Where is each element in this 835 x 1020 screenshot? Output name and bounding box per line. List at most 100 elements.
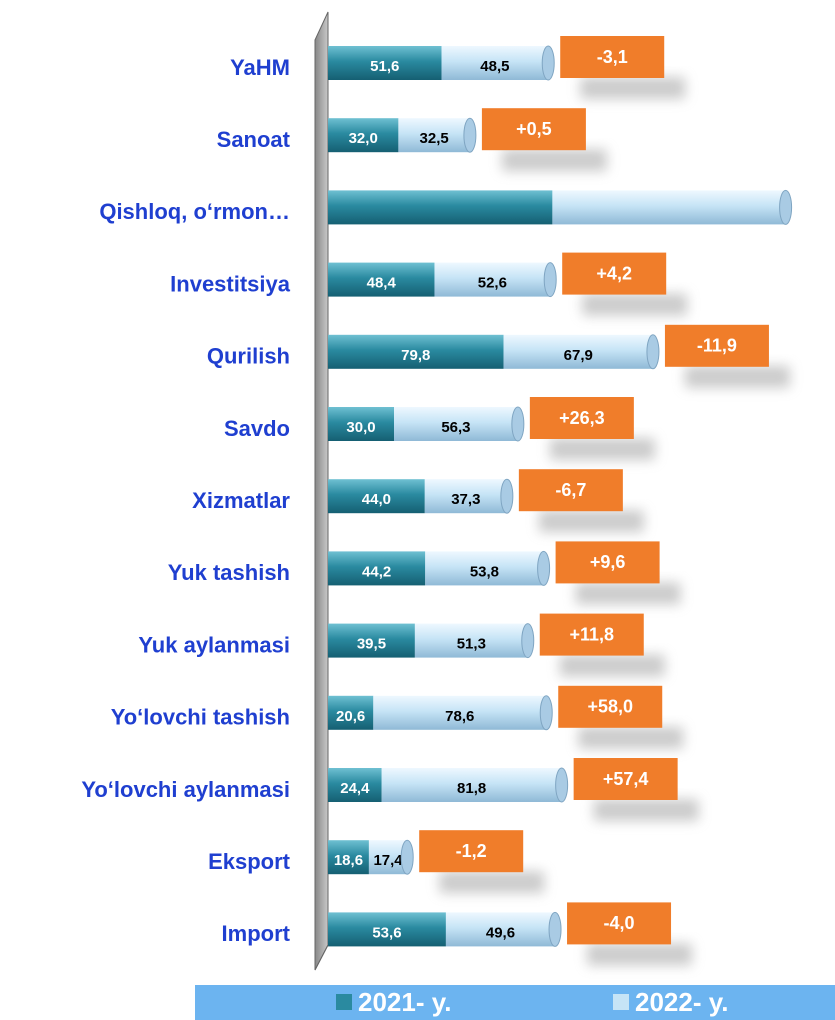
change-box bbox=[539, 613, 644, 656]
bar-segment bbox=[398, 118, 470, 153]
bar-value-label: 78,6 bbox=[445, 708, 474, 725]
change-box bbox=[481, 108, 586, 151]
category-label: Yuk tashish bbox=[168, 560, 290, 585]
category-label: Eksport bbox=[208, 849, 291, 874]
bar-cap bbox=[548, 911, 562, 947]
bar-value-label: 44,2 bbox=[362, 563, 391, 580]
bar-value-label: 44,0 bbox=[362, 491, 391, 508]
bar-value-label: 49,6 bbox=[486, 924, 515, 941]
bar-segment bbox=[328, 840, 369, 875]
change-shadow bbox=[593, 799, 699, 821]
change-shadow bbox=[578, 726, 684, 749]
bar-segment bbox=[441, 46, 549, 80]
bar-value-label: 81,8 bbox=[457, 780, 486, 797]
bar-value-label: 30,0 bbox=[346, 419, 375, 436]
bar-cap bbox=[500, 478, 514, 514]
change-box bbox=[558, 685, 663, 728]
change-box bbox=[419, 830, 524, 873]
change-box bbox=[664, 324, 769, 367]
bar-segment bbox=[503, 334, 653, 369]
change-label: +57,4 bbox=[603, 769, 649, 789]
change-shadow bbox=[582, 293, 688, 316]
legend-swatch bbox=[336, 994, 352, 1010]
bar-value-label: 56,3 bbox=[441, 419, 470, 436]
change-shadow bbox=[538, 510, 644, 533]
bar-segment bbox=[434, 262, 551, 297]
change-shadow bbox=[439, 871, 545, 894]
bar-value-label: 51,3 bbox=[457, 636, 486, 653]
change-box bbox=[573, 758, 678, 800]
bar-segment bbox=[328, 695, 374, 730]
bar-value-label: 53,8 bbox=[470, 563, 499, 580]
bar-segment bbox=[328, 551, 426, 586]
bar-segment bbox=[414, 623, 528, 658]
change-label: +26,3 bbox=[559, 408, 605, 428]
legend bbox=[195, 985, 835, 1020]
bar-cap bbox=[521, 623, 535, 659]
bar-value-label: 79,8 bbox=[401, 347, 430, 364]
bar-cap bbox=[779, 189, 793, 225]
legend-label: 2022- y. bbox=[635, 987, 728, 1017]
axis-baseline bbox=[314, 944, 329, 971]
bar-cap bbox=[541, 45, 555, 81]
category-label: Xizmatlar bbox=[192, 488, 290, 513]
category-label: Yo‘lovchi aylanmasi bbox=[81, 777, 290, 802]
change-box bbox=[518, 469, 623, 512]
change-label: -3,1 bbox=[597, 47, 628, 67]
category-label: Savdo bbox=[224, 416, 290, 441]
change-shadow bbox=[684, 365, 790, 388]
change-shadow bbox=[587, 943, 693, 966]
change-label: -6,7 bbox=[555, 480, 586, 500]
change-shadow bbox=[559, 654, 665, 677]
change-label: -11,9 bbox=[697, 336, 737, 356]
bar-value-label: 51,6 bbox=[370, 58, 399, 75]
change-label: -4,0 bbox=[604, 913, 635, 933]
category-label: Yuk aylanmasi bbox=[138, 632, 290, 657]
category-label: Import bbox=[222, 921, 291, 946]
bar-cap bbox=[539, 695, 553, 731]
bar-value-label: 48,5 bbox=[480, 58, 509, 75]
change-box bbox=[529, 397, 634, 439]
bar-segment bbox=[328, 118, 399, 153]
bar-value-label: 39,5 bbox=[357, 636, 386, 653]
legend-swatch bbox=[613, 994, 629, 1010]
bar-segment bbox=[328, 262, 435, 297]
bar-value-label: 32,5 bbox=[420, 130, 449, 147]
change-label: -1,2 bbox=[456, 841, 487, 861]
change-shadow bbox=[580, 77, 686, 99]
bar-segment bbox=[394, 407, 518, 441]
bar-cap bbox=[400, 839, 414, 875]
bar-segment bbox=[328, 479, 425, 514]
bar-cap bbox=[511, 406, 525, 442]
category-label: YaHM bbox=[230, 55, 290, 80]
change-box bbox=[560, 36, 665, 78]
change-label: +11,8 bbox=[569, 624, 614, 644]
bar-segment bbox=[328, 46, 442, 80]
legend-label: 2021- y. bbox=[358, 987, 451, 1017]
bar-value-label: 24,4 bbox=[340, 780, 370, 797]
bar-segment bbox=[328, 334, 504, 369]
bar-value-label: 32,0 bbox=[349, 130, 378, 147]
bar-segment bbox=[445, 912, 556, 947]
bar-value-label: 48,4 bbox=[367, 275, 397, 292]
bar-cap bbox=[463, 117, 477, 153]
bar-segment bbox=[552, 190, 786, 225]
bar-cap bbox=[555, 767, 569, 803]
bar-cap bbox=[537, 550, 551, 586]
bar-value-label: 52,6 bbox=[478, 275, 507, 292]
category-label: Investitsiya bbox=[170, 271, 291, 296]
change-box bbox=[555, 541, 660, 584]
category-label: Qishloq, o‘rmon… bbox=[99, 199, 290, 224]
bar-value-label: 53,6 bbox=[372, 924, 401, 941]
change-label: +0,5 bbox=[516, 119, 552, 139]
bar-segment bbox=[328, 407, 394, 441]
category-label: Qurilish bbox=[207, 344, 290, 369]
change-shadow bbox=[549, 438, 655, 460]
change-shadow bbox=[501, 149, 607, 172]
bar-segment bbox=[424, 479, 507, 514]
change-label: +58,0 bbox=[587, 697, 633, 717]
axis-wall bbox=[314, 11, 329, 971]
bar-segment bbox=[373, 695, 547, 730]
change-shadow bbox=[575, 582, 681, 605]
